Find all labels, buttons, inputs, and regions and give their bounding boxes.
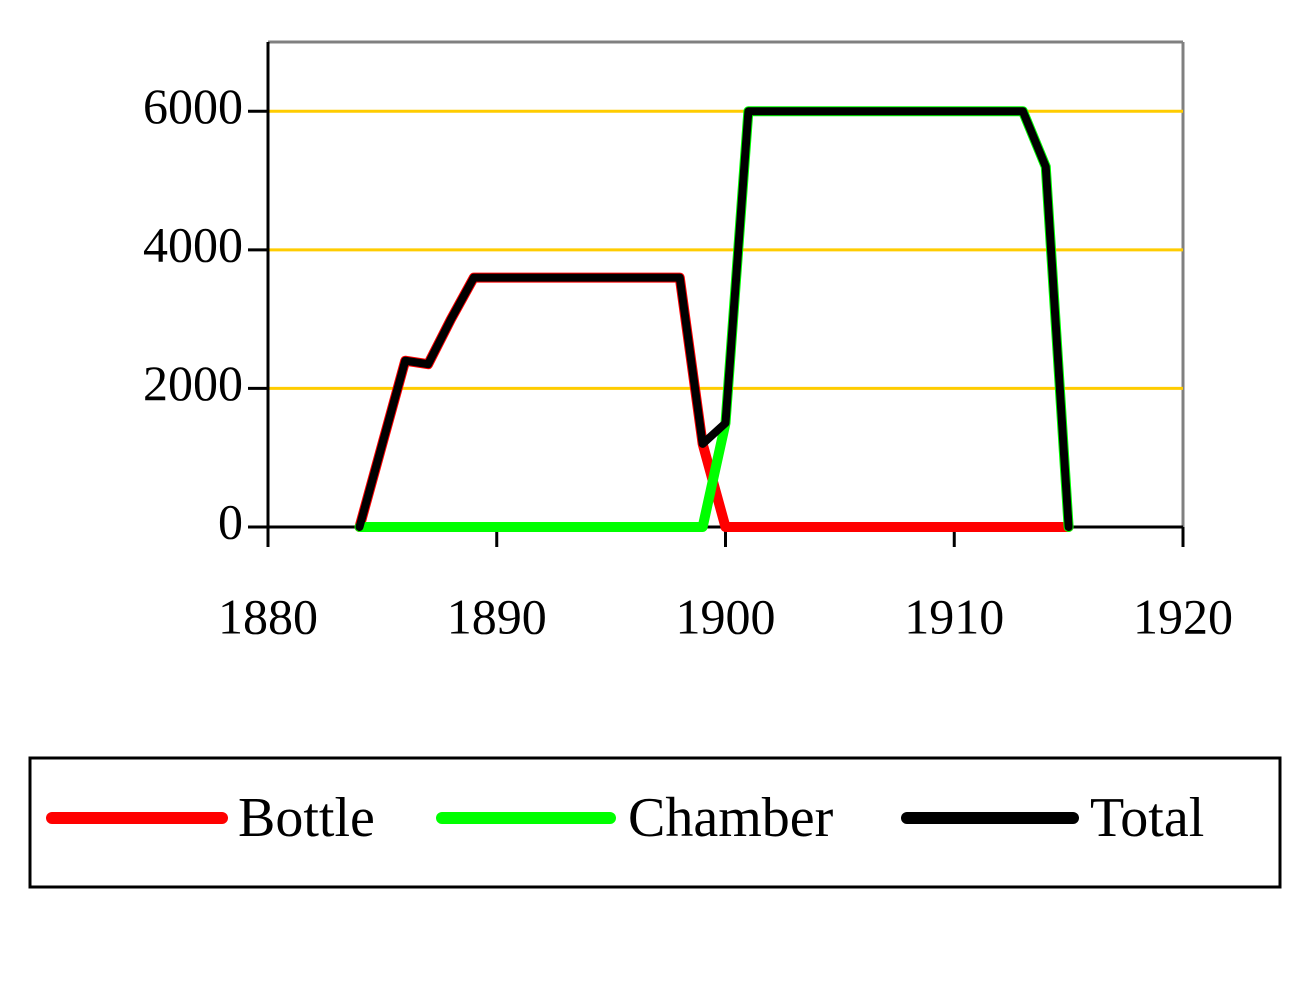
y-tick-label: 6000 (143, 78, 243, 134)
y-tick-label: 4000 (143, 216, 243, 272)
series-line (355, 107, 1073, 531)
legend-label: Total (1090, 787, 1204, 849)
x-tick-label: 1900 (676, 588, 776, 644)
legend-box (28, 756, 1282, 889)
x-tick-label: 1910 (904, 588, 1004, 644)
x-tick-label: 1880 (218, 588, 318, 644)
x-tick-label: 1890 (447, 588, 547, 644)
legend-label: Bottle (238, 787, 375, 849)
y-tick-label: 0 (218, 493, 243, 549)
y-tick-label: 2000 (143, 355, 243, 411)
legend-label: Chamber (628, 787, 834, 849)
x-tick-label: 1920 (1133, 588, 1233, 644)
